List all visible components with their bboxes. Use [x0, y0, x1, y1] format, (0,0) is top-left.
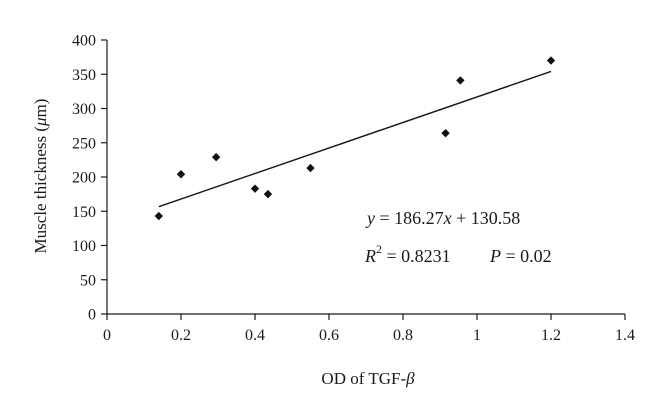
y-tick-label: 250 — [72, 135, 96, 152]
p-value-label: P = 0.02 — [489, 246, 552, 266]
x-axis-title-text: OD of TGF- — [321, 369, 406, 388]
x-tick-label: 0.6 — [319, 327, 339, 344]
data-point — [176, 170, 186, 179]
r-var: R — [364, 246, 376, 266]
y-tick-label: 100 — [72, 238, 96, 255]
y-tick-label: 350 — [72, 67, 96, 84]
x-tick-label: 0.8 — [393, 327, 413, 344]
r-exponent: 2 — [376, 242, 382, 256]
data-point — [263, 189, 273, 199]
trend-line — [158, 70, 552, 208]
equation-x-var: x — [443, 208, 452, 228]
y-axis-title-text: Muscle thickness ( — [31, 126, 50, 254]
p-var: P — [489, 246, 501, 266]
y-tick-label: 150 — [72, 204, 96, 221]
data-point — [154, 211, 163, 221]
y-axis-title-symbol: μ — [31, 117, 50, 127]
data-point — [306, 163, 315, 173]
x-axis-title-symbol: β — [405, 369, 415, 388]
y-axis-ticks: 0 50 100 150 200 250 300 350 400 — [72, 33, 107, 324]
y-axis-title-unit: m) — [31, 99, 50, 118]
data-point — [546, 56, 556, 65]
y-axis-title: Muscle thickness (μm) — [31, 99, 50, 254]
data-point — [250, 184, 260, 193]
x-tick-label: 0 — [103, 327, 111, 344]
y-tick-label: 200 — [72, 170, 96, 187]
equation-y-var: y — [365, 208, 375, 228]
y-tick-label: 0 — [88, 307, 96, 324]
x-tick-label: 1.4 — [615, 327, 635, 344]
x-tick-label: 1 — [473, 327, 481, 344]
data-point — [456, 76, 465, 85]
p-value: = 0.02 — [501, 246, 552, 266]
y-tick-label: 50 — [80, 272, 96, 289]
equation-intercept: + 130.58 — [452, 208, 521, 228]
x-tick-label: 0.4 — [245, 327, 265, 344]
x-tick-label: 1.2 — [541, 327, 561, 344]
data-points — [154, 56, 556, 221]
equation-slope: = 186.27 — [375, 208, 444, 228]
regression-equation: y = 186.27x + 130.58 — [365, 208, 520, 228]
y-tick-label: 300 — [72, 101, 96, 118]
r-squared-value: = 0.8231 — [382, 246, 451, 266]
data-point — [441, 128, 450, 138]
r-squared-label: R2 = 0.8231 — [364, 242, 451, 266]
x-axis-ticks: 0 0.2 0.4 0.6 0.8 1 1.2 1.4 — [103, 314, 635, 344]
y-tick-label: 400 — [72, 33, 96, 50]
x-axis-title: OD of TGF-β — [321, 369, 415, 388]
data-point — [211, 152, 221, 162]
x-tick-label: 0.2 — [171, 327, 191, 344]
